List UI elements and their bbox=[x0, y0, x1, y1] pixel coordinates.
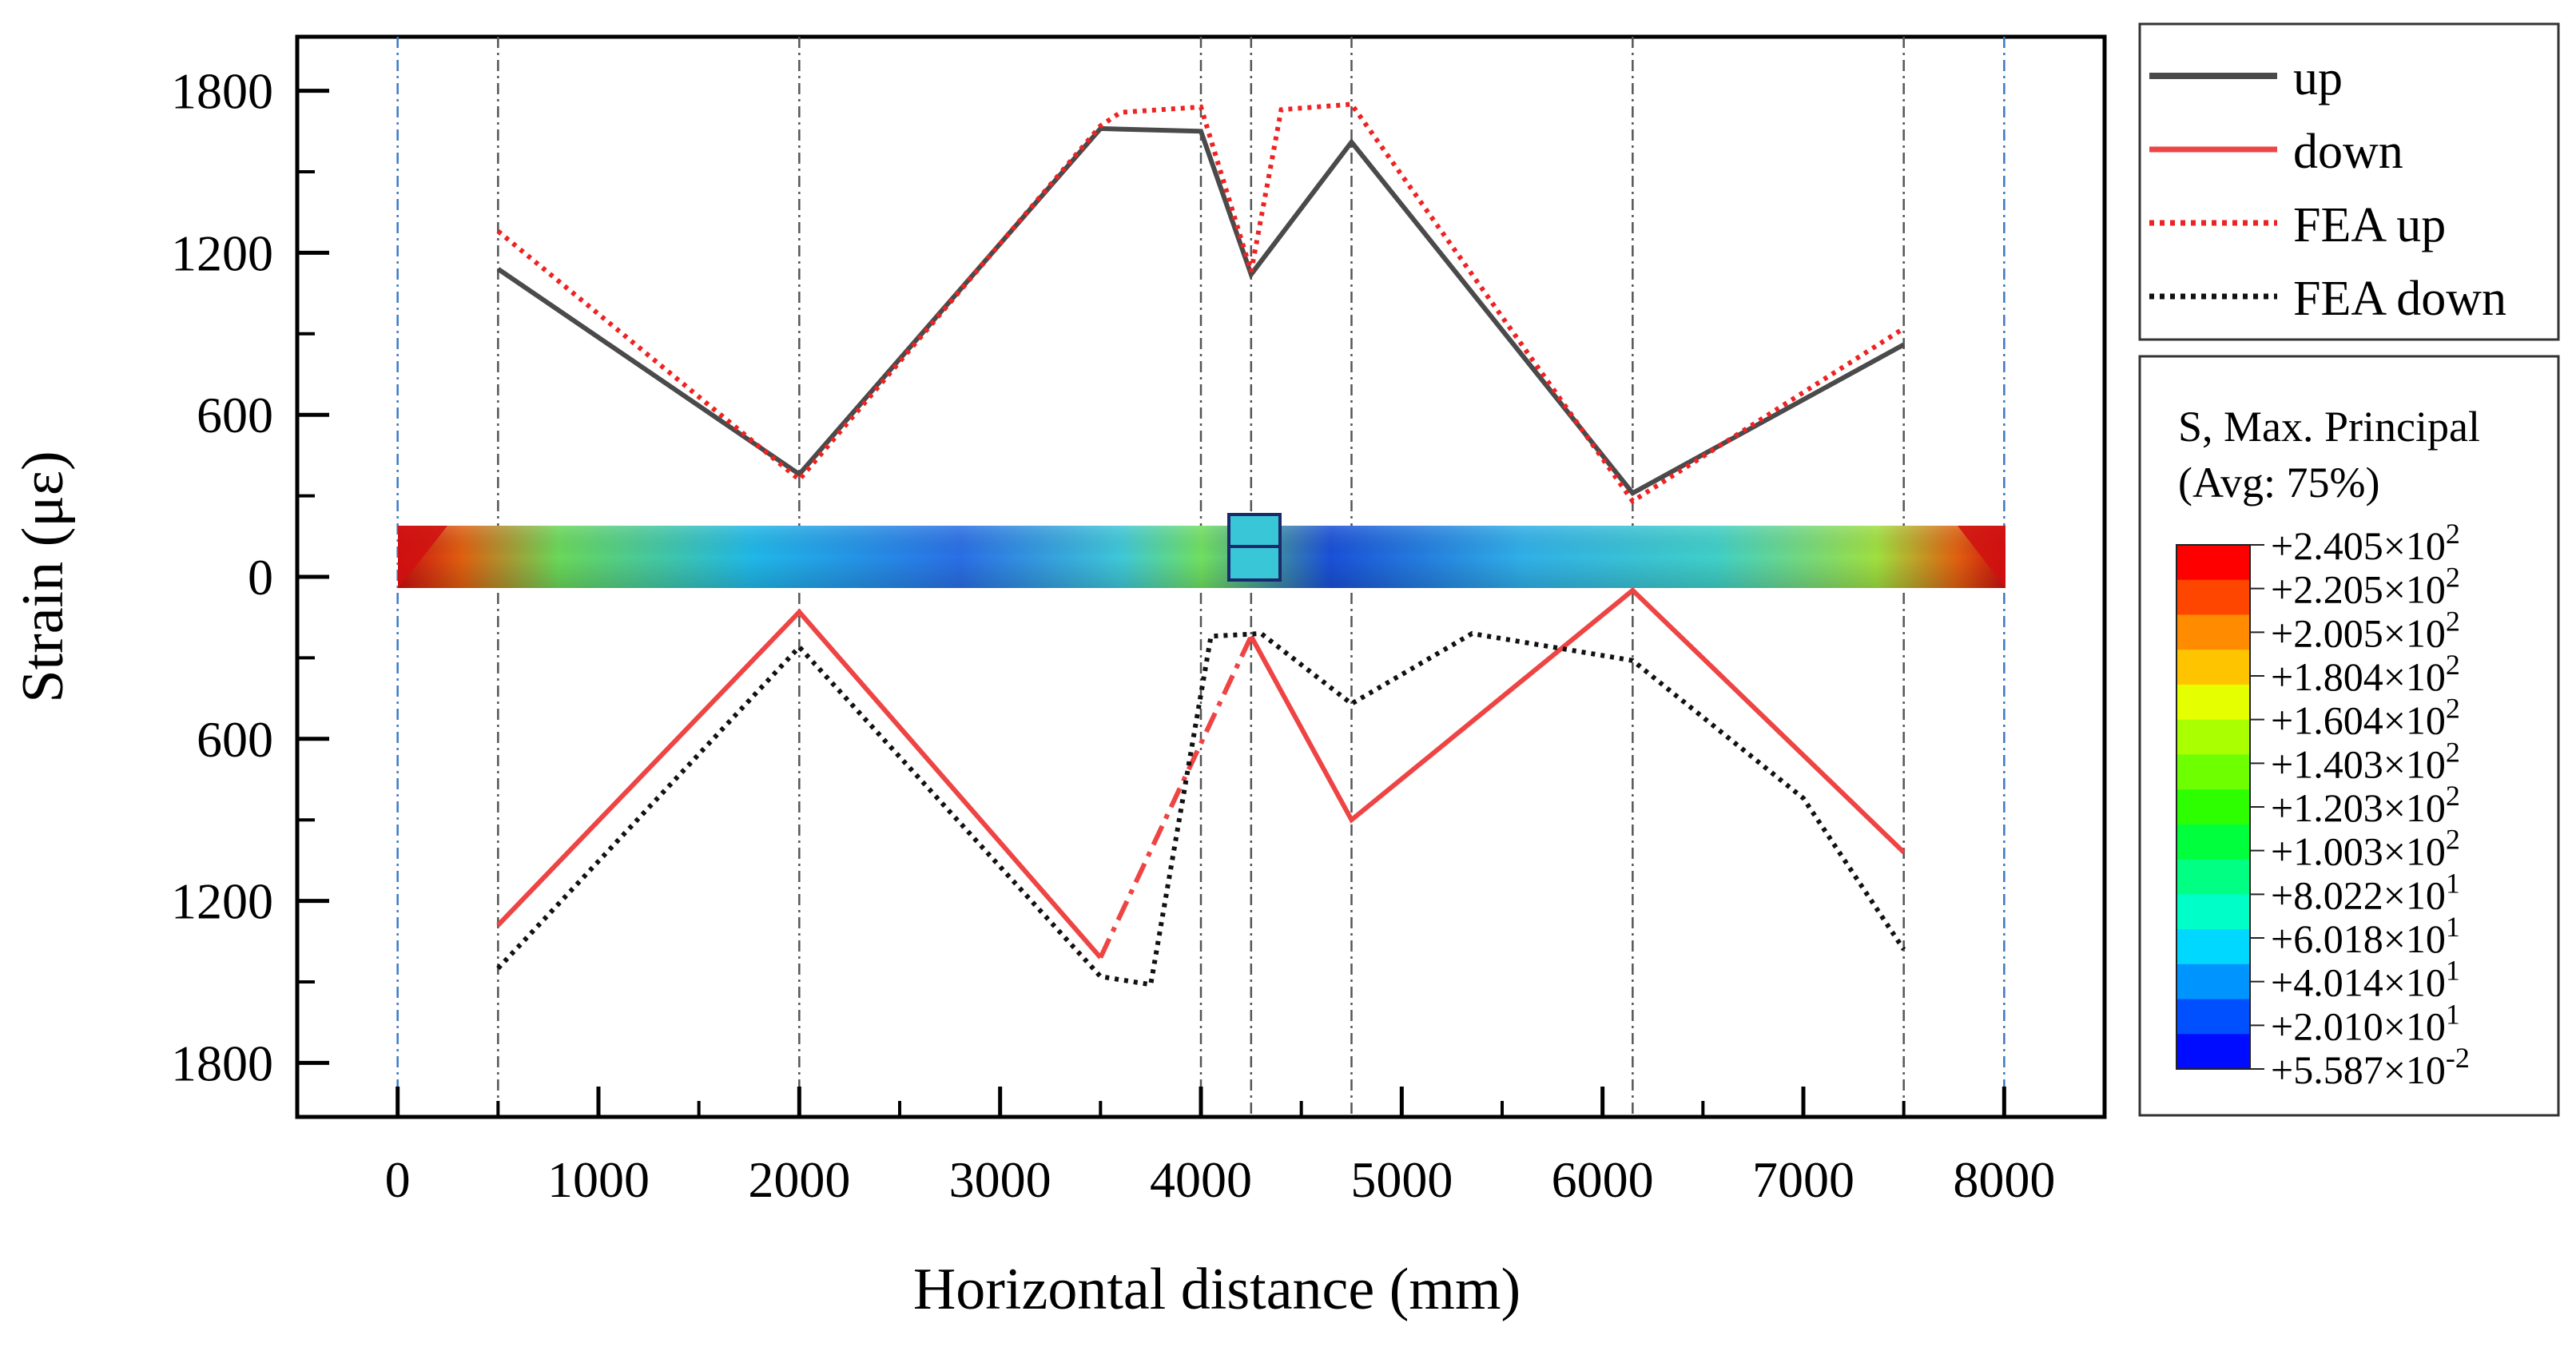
colorbar-swatch bbox=[2176, 824, 2250, 860]
colorbar-label-mantissa: +1.003×10 bbox=[2271, 829, 2446, 874]
colorbar-label: +8.022×101 bbox=[2271, 867, 2460, 917]
series bbox=[496, 101, 1906, 987]
colorbar-label-exponent: 1 bbox=[2446, 911, 2460, 943]
colorbar-label-exponent: -2 bbox=[2446, 1042, 2470, 1074]
colorbar-swatch bbox=[2176, 650, 2250, 685]
colorbar-swatch bbox=[2176, 859, 2250, 895]
y-tick-label: 1200 bbox=[171, 225, 273, 281]
x-tick-label: 2000 bbox=[748, 1151, 850, 1208]
x-tick-label: 7000 bbox=[1752, 1151, 1854, 1208]
colorbar-label-mantissa: +1.604×10 bbox=[2271, 698, 2446, 743]
colorbar-label-exponent: 2 bbox=[2446, 649, 2460, 681]
x-tick-label: 0 bbox=[385, 1151, 411, 1208]
colorbar-swatch bbox=[2176, 999, 2250, 1035]
x-axis-title: Horizontal distance (mm) bbox=[913, 1257, 1521, 1322]
colorbar-swatch bbox=[2176, 894, 2250, 930]
fea-beam-contour bbox=[398, 513, 2006, 588]
legend-label-fea-up: FEA up bbox=[2293, 198, 2446, 252]
colorbar: S, Max. Principal (Avg: 75%) +2.405×102+… bbox=[2138, 355, 2560, 1117]
colorbar-label-exponent: 2 bbox=[2446, 562, 2460, 594]
colorbar-label-mantissa: +1.203×10 bbox=[2271, 785, 2446, 830]
colorbar-label-exponent: 2 bbox=[2446, 605, 2460, 637]
colorbar-label-mantissa: +2.005×10 bbox=[2271, 610, 2446, 655]
legend-label-up: up bbox=[2293, 51, 2343, 105]
y-tick-label: 1200 bbox=[171, 873, 273, 930]
colorbar-subtitle: (Avg: 75%) bbox=[2178, 459, 2379, 507]
series-line-up bbox=[496, 125, 1906, 497]
colorbar-label: +1.604×102 bbox=[2271, 693, 2460, 743]
x-tick-label: 1000 bbox=[547, 1151, 650, 1208]
colorbar-label-mantissa: +8.022×10 bbox=[2271, 872, 2446, 917]
axes: 0 1000 2000 3000 4000 5000 6000 7000 80001800120… bbox=[171, 63, 2055, 1208]
x-tick-label: 6000 bbox=[1552, 1151, 1654, 1208]
colorbar-label: +1.403×102 bbox=[2271, 736, 2460, 786]
colorbar-swatch bbox=[2176, 684, 2250, 721]
colorbar-swatch bbox=[2176, 929, 2250, 965]
colorbar-label: +5.587×10-2 bbox=[2271, 1042, 2470, 1092]
colorbar-label-exponent: 1 bbox=[2446, 955, 2460, 987]
colorbar-label: +4.014×101 bbox=[2271, 955, 2460, 1005]
colorbar-label-exponent: 2 bbox=[2446, 518, 2460, 550]
colorbar-label-exponent: 2 bbox=[2446, 693, 2460, 725]
y-tick-label: 0 bbox=[248, 549, 273, 606]
colorbar-swatch bbox=[2176, 719, 2250, 755]
colorbar-label-mantissa: +4.014×10 bbox=[2271, 960, 2446, 1005]
x-tick-label: 3000 bbox=[949, 1151, 1051, 1208]
colorbar-label: +2.205×102 bbox=[2271, 562, 2460, 612]
colorbar-swatch bbox=[2176, 579, 2250, 615]
colorbar-label: +6.018×101 bbox=[2271, 911, 2460, 961]
y-tick-label: 1800 bbox=[171, 1035, 273, 1091]
colorbar-label-exponent: 1 bbox=[2446, 998, 2460, 1030]
colorbar-label-mantissa: +2.405×10 bbox=[2271, 523, 2446, 568]
series-line-fea-down bbox=[496, 630, 1906, 987]
colorbar-swatch bbox=[2176, 754, 2250, 790]
y-tick-label: 600 bbox=[197, 387, 273, 443]
colorbar-label: +1.203×102 bbox=[2271, 780, 2460, 830]
x-tick-label: 5000 bbox=[1350, 1151, 1453, 1208]
series-line-down bbox=[1249, 586, 1906, 854]
colorbar-swatch bbox=[2176, 789, 2250, 825]
y-axis-title: Strain (με) bbox=[10, 451, 76, 702]
colorbar-label-mantissa: +2.205×10 bbox=[2271, 567, 2446, 612]
legend: up down FEA up FEA down bbox=[2138, 22, 2560, 341]
colorbar-label-exponent: 1 bbox=[2446, 867, 2460, 899]
legend-label-fea-down: FEA down bbox=[2293, 272, 2506, 326]
colorbar-label-exponent: 2 bbox=[2446, 780, 2460, 812]
x-tick-label: 8000 bbox=[1953, 1151, 2055, 1208]
colorbar-swatch bbox=[2176, 614, 2250, 650]
colorbar-title: S, Max. Principal bbox=[2178, 403, 2480, 451]
series-line-fea-up bbox=[496, 101, 1906, 505]
colorbar-label: +2.005×102 bbox=[2271, 605, 2460, 655]
colorbar-label-exponent: 2 bbox=[2446, 824, 2460, 856]
beam-shading bbox=[398, 526, 2006, 588]
x-tick-label: 4000 bbox=[1150, 1151, 1252, 1208]
beam-right-end bbox=[1958, 526, 2006, 588]
beam-left-end bbox=[398, 526, 447, 588]
colorbar-label-mantissa: +2.010×10 bbox=[2271, 1003, 2446, 1048]
colorbar-label-exponent: 2 bbox=[2446, 736, 2460, 768]
colorbar-labels: +2.405×102+2.205×102+2.005×102+1.804×102… bbox=[2250, 518, 2470, 1092]
y-tick-label: 600 bbox=[197, 711, 273, 768]
legend-label-down: down bbox=[2293, 125, 2403, 179]
colorbar-label-mantissa: +1.403×10 bbox=[2271, 741, 2446, 786]
colorbar-label-mantissa: +6.018×10 bbox=[2271, 916, 2446, 961]
colorbar-label-mantissa: +5.587×10 bbox=[2271, 1047, 2446, 1092]
series-line-down bbox=[496, 608, 1103, 960]
colorbar-label-mantissa: +1.804×10 bbox=[2271, 654, 2446, 699]
colorbar-swatches bbox=[2176, 544, 2251, 1070]
colorbar-label: +2.010×101 bbox=[2271, 998, 2460, 1048]
y-tick-label: 1800 bbox=[171, 63, 273, 120]
series-gap-down bbox=[1098, 635, 1254, 959]
colorbar-swatch bbox=[2176, 545, 2250, 581]
colorbar-swatch bbox=[2176, 1034, 2250, 1070]
colorbar-label: +2.405×102 bbox=[2271, 518, 2460, 568]
colorbar-swatch bbox=[2176, 964, 2250, 1000]
colorbar-label: +1.804×102 bbox=[2271, 649, 2460, 699]
colorbar-label: +1.003×102 bbox=[2271, 824, 2460, 874]
